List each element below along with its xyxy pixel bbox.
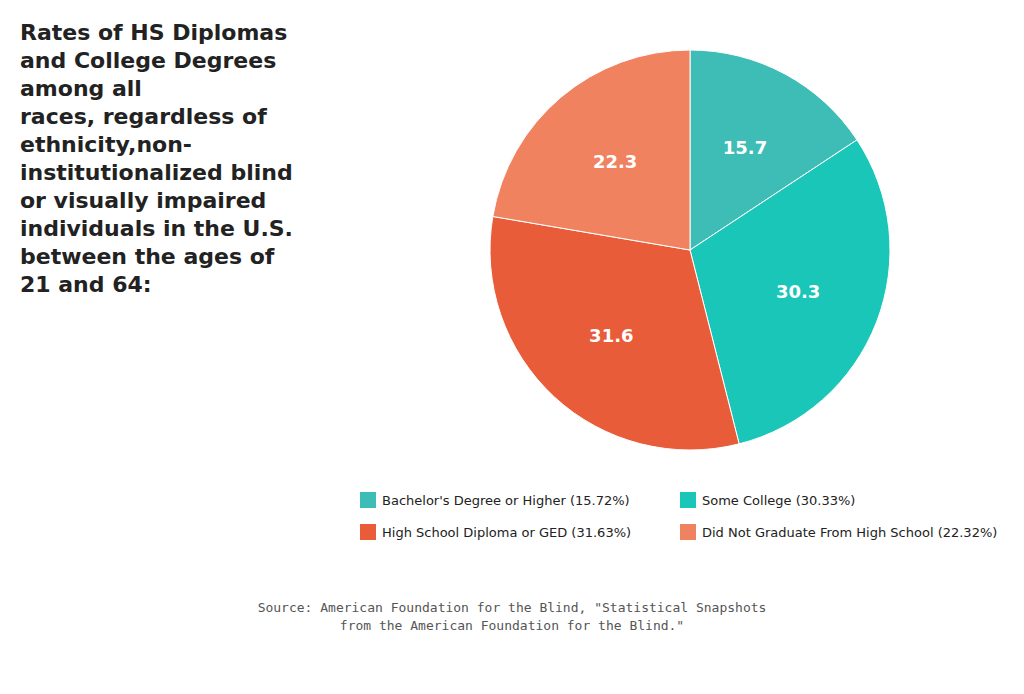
legend-item: High School Diploma or GED (31.63%) <box>360 524 631 540</box>
data-label: 22.3 <box>593 151 637 172</box>
slice <box>490 216 739 450</box>
data-labels: 15.7 30.3 31.6 22.3 <box>589 137 820 345</box>
data-label: 31.6 <box>589 325 633 346</box>
title-line: between the ages of <box>20 244 275 269</box>
legend-swatch <box>680 524 696 540</box>
title-line: or visually impaired <box>20 188 266 213</box>
title-line: institutionalized blind <box>20 160 293 185</box>
title-line: individuals in the U.S. <box>20 216 293 241</box>
pie <box>490 50 890 450</box>
legend-swatch <box>360 492 376 508</box>
title-line: 21 and 64: <box>20 272 152 297</box>
legend: Bachelor's Degree or Higher (15.72%) Some… <box>360 492 997 540</box>
slice <box>493 50 690 250</box>
title: Rates of HS Diplomas and College Degrees a… <box>20 20 293 297</box>
data-label: 30.3 <box>776 281 820 302</box>
title-line: ethnicity,non- <box>20 132 192 157</box>
legend-label: Some College (30.33%) <box>702 493 855 508</box>
legend-label: High School Diploma or GED (31.63%) <box>382 525 631 540</box>
legend-item: Some College (30.33%) <box>680 492 855 508</box>
title-line: Rates of HS Diplomas <box>20 20 287 45</box>
data-label: 15.7 <box>723 137 767 158</box>
annotation: Source: American Foundation for the Blin… <box>258 600 767 633</box>
title-line: races, regardless of <box>20 104 267 129</box>
legend-swatch <box>360 524 376 540</box>
legend-swatch <box>680 492 696 508</box>
title-line: and College Degrees <box>20 48 276 73</box>
legend-label: Bachelor's Degree or Higher (15.72%) <box>382 493 630 508</box>
legend-item: Did Not Graduate From High School (22.32… <box>680 524 997 540</box>
chart: Rates of HS Diplomas and College Degrees a… <box>0 0 1024 694</box>
annotation-line: from the American Foundation for the Bli… <box>340 618 684 633</box>
title-line: among all <box>20 76 142 101</box>
legend-item: Bachelor's Degree or Higher (15.72%) <box>360 492 630 508</box>
legend-label: Did Not Graduate From High School (22.32… <box>702 525 997 540</box>
annotation-line: Source: American Foundation for the Blin… <box>258 600 767 615</box>
